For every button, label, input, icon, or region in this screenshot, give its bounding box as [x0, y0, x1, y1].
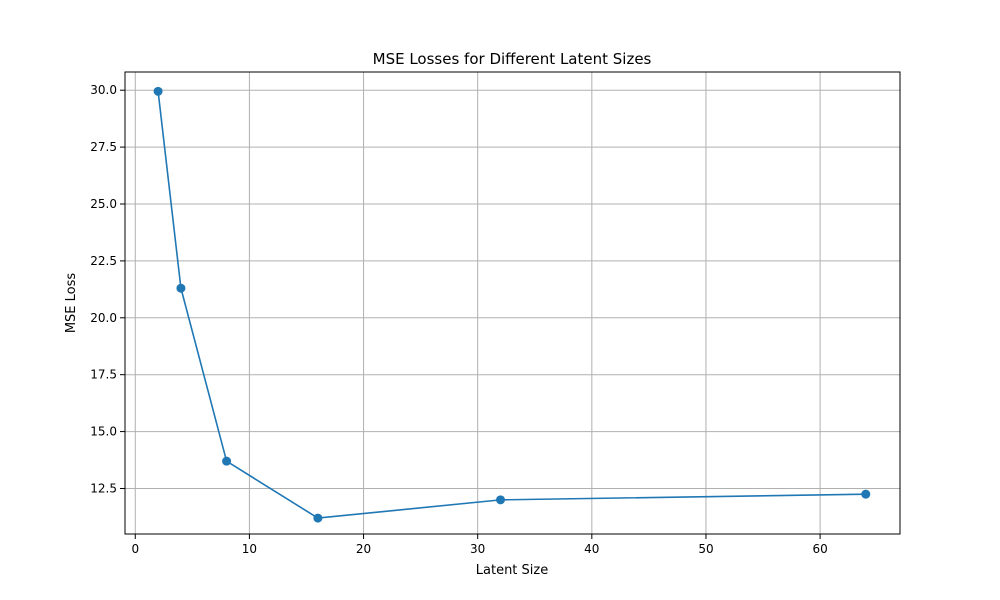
series-layer — [153, 86, 871, 523]
x-tick-label: 30 — [470, 542, 485, 556]
y-tick-label: 17.5 — [90, 368, 117, 382]
chart-title: MSE Losses for Different Latent Sizes — [373, 50, 652, 68]
y-tick-label: 20.0 — [90, 311, 117, 325]
x-axis-label: Latent Size — [476, 563, 548, 578]
data-point — [222, 456, 232, 466]
y-tick-label: 15.0 — [90, 425, 117, 439]
x-tick-label: 40 — [584, 542, 599, 556]
data-point — [861, 489, 871, 499]
plot-frame — [124, 71, 901, 535]
x-tick-label: 20 — [356, 542, 371, 556]
y-tick-label: 30.0 — [90, 83, 117, 97]
x-tick-label: 60 — [812, 542, 827, 556]
tick-layer: 0 10 20 30 40 50 60 12.5 15.0 17.5 20.0 22.5 25.0 27.… — [90, 83, 827, 556]
series-line — [157, 91, 866, 519]
y-axis-label: MSE Loss — [64, 273, 79, 334]
grid-layer — [125, 72, 900, 534]
data-point — [496, 495, 506, 505]
data-point — [153, 86, 163, 96]
y-tick-label: 22.5 — [90, 254, 117, 268]
x-tick-label: 0 — [131, 542, 139, 556]
x-tick-label: 50 — [698, 542, 713, 556]
y-tick-label: 25.0 — [90, 197, 117, 211]
y-tick-label: 12.5 — [90, 481, 117, 495]
x-tick-label: 10 — [242, 542, 257, 556]
data-point — [176, 283, 186, 293]
y-tick-label: 27.5 — [90, 140, 117, 154]
data-point — [313, 513, 323, 523]
